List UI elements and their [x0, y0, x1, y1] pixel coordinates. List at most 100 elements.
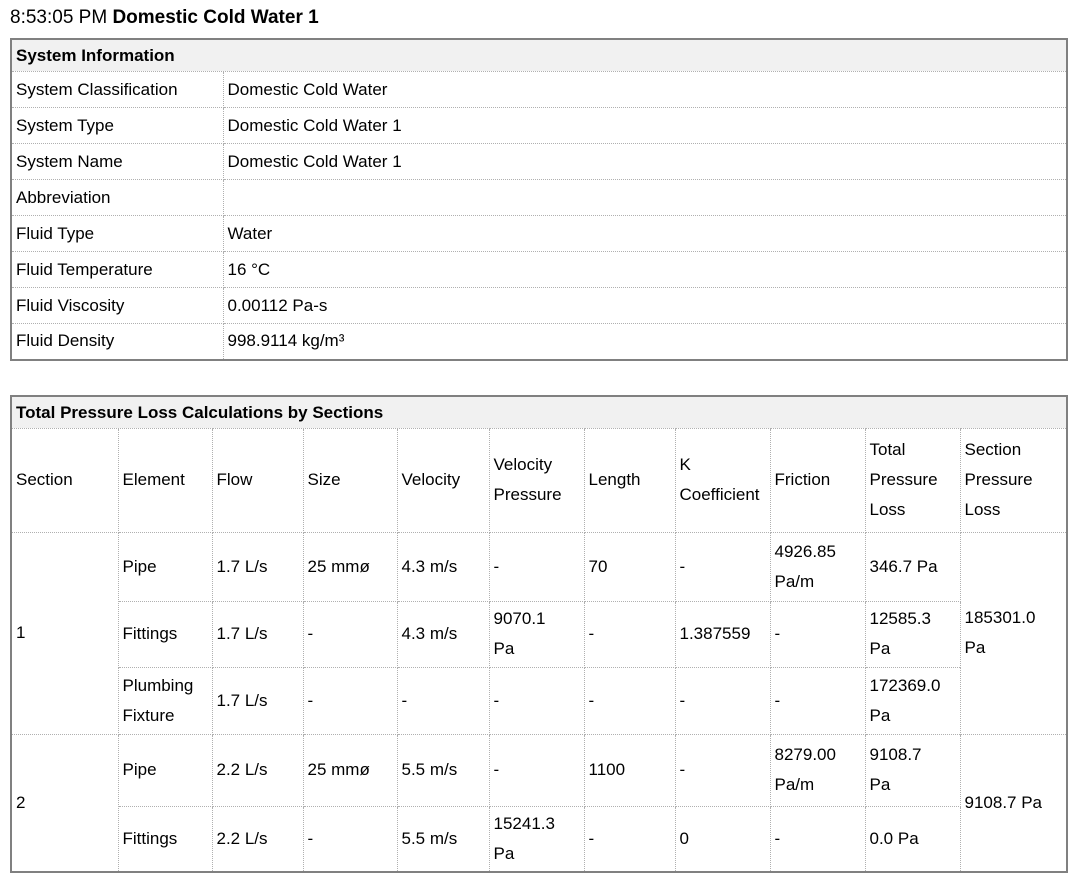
- cell-total-pressure-loss: 346.7 Pa: [865, 532, 960, 601]
- section-pressure-loss: 9108.7 Pa: [960, 734, 1067, 872]
- report-timestamp: 8:53:05 PM: [10, 7, 107, 28]
- cell-length: 70: [584, 532, 675, 601]
- cell-size: 25 mmø: [303, 532, 397, 601]
- column-header: K Coefficient: [675, 428, 770, 532]
- system-information-title: System Information: [11, 39, 1067, 72]
- cell-flow: 2.2 L/s: [212, 734, 303, 806]
- cell-flow: 2.2 L/s: [212, 806, 303, 872]
- cell-length: 1100: [584, 734, 675, 806]
- pressure-loss-title: Total Pressure Loss Calculations by Sect…: [11, 396, 1067, 429]
- cell-element: Plumbing Fixture: [118, 667, 212, 734]
- cell-velocity: 4.3 m/s: [397, 532, 489, 601]
- column-header: Velocity Pressure: [489, 428, 584, 532]
- cell-size: -: [303, 806, 397, 872]
- cell-size: 25 mmø: [303, 734, 397, 806]
- cell-size: -: [303, 667, 397, 734]
- property-label: System Classification: [11, 72, 223, 108]
- column-header: Friction: [770, 428, 865, 532]
- cell-k-coefficient: 0: [675, 806, 770, 872]
- property-value: 16 °C: [223, 252, 1067, 288]
- property-label: Fluid Type: [11, 216, 223, 252]
- cell-velocity: 5.5 m/s: [397, 734, 489, 806]
- cell-friction: -: [770, 806, 865, 872]
- section-number: 1: [11, 532, 118, 734]
- property-value: Domestic Cold Water: [223, 72, 1067, 108]
- column-header: Element: [118, 428, 212, 532]
- column-header: Section Pressure Loss: [960, 428, 1067, 532]
- cell-flow: 1.7 L/s: [212, 667, 303, 734]
- cell-k-coefficient: -: [675, 532, 770, 601]
- column-header: Velocity: [397, 428, 489, 532]
- cell-total-pressure-loss: 9108.7 Pa: [865, 734, 960, 806]
- cell-length: -: [584, 667, 675, 734]
- cell-velocity-pressure: 15241.3 Pa: [489, 806, 584, 872]
- report-system-name: Domestic Cold Water 1: [112, 7, 318, 28]
- property-label: Fluid Temperature: [11, 252, 223, 288]
- section-pressure-loss: 185301.0 Pa: [960, 532, 1067, 734]
- property-value: 998.9114 kg/m³: [223, 324, 1067, 360]
- cell-flow: 1.7 L/s: [212, 532, 303, 601]
- page-title: 8:53:05 PM Domestic Cold Water 1: [10, 6, 1066, 30]
- cell-friction: 8279.00 Pa/m: [770, 734, 865, 806]
- column-header: Section: [11, 428, 118, 532]
- cell-element: Pipe: [118, 734, 212, 806]
- property-label: System Type: [11, 108, 223, 144]
- cell-k-coefficient: -: [675, 734, 770, 806]
- cell-length: -: [584, 601, 675, 667]
- cell-flow: 1.7 L/s: [212, 601, 303, 667]
- cell-friction: -: [770, 667, 865, 734]
- pressure-loss-header-row: Total Pressure Loss Calculations by Sect…: [11, 396, 1067, 429]
- cell-k-coefficient: -: [675, 667, 770, 734]
- cell-velocity-pressure: -: [489, 532, 584, 601]
- property-value: Domestic Cold Water 1: [223, 144, 1067, 180]
- cell-velocity: 4.3 m/s: [397, 601, 489, 667]
- cell-velocity: 5.5 m/s: [397, 806, 489, 872]
- property-label: Fluid Viscosity: [11, 288, 223, 324]
- cell-friction: -: [770, 601, 865, 667]
- column-header: Total Pressure Loss: [865, 428, 960, 532]
- cell-velocity-pressure: 9070.1 Pa: [489, 601, 584, 667]
- property-value: 0.00112 Pa-s: [223, 288, 1067, 324]
- property-value: [223, 180, 1067, 216]
- cell-element: Fittings: [118, 806, 212, 872]
- property-value: Domestic Cold Water 1: [223, 108, 1067, 144]
- cell-k-coefficient: 1.387559: [675, 601, 770, 667]
- cell-velocity-pressure: -: [489, 734, 584, 806]
- cell-velocity-pressure: -: [489, 667, 584, 734]
- cell-total-pressure-loss: 0.0 Pa: [865, 806, 960, 872]
- cell-element: Fittings: [118, 601, 212, 667]
- pressure-loss-table: Total Pressure Loss Calculations by Sect…: [10, 395, 1068, 873]
- cell-velocity: -: [397, 667, 489, 734]
- cell-size: -: [303, 601, 397, 667]
- cell-friction: 4926.85 Pa/m: [770, 532, 865, 601]
- column-header: Size: [303, 428, 397, 532]
- property-value: Water: [223, 216, 1067, 252]
- cell-length: -: [584, 806, 675, 872]
- cell-element: Pipe: [118, 532, 212, 601]
- system-information-table: System Information System Classification…: [10, 38, 1068, 361]
- property-label: Abbreviation: [11, 180, 223, 216]
- property-label: Fluid Density: [11, 324, 223, 360]
- section-number: 2: [11, 734, 118, 872]
- cell-total-pressure-loss: 12585.3 Pa: [865, 601, 960, 667]
- cell-total-pressure-loss: 172369.0 Pa: [865, 667, 960, 734]
- property-label: System Name: [11, 144, 223, 180]
- system-information-header-row: System Information: [11, 39, 1067, 72]
- column-header: Length: [584, 428, 675, 532]
